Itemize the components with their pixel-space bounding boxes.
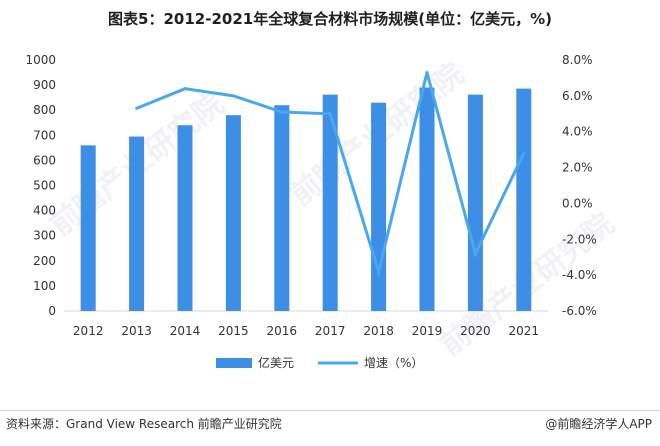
growth-point	[377, 270, 381, 274]
y-right-tick-label: 6.0%	[562, 89, 593, 103]
x-tick-label: 2012	[73, 324, 104, 338]
source-note: 资料来源：Grand View Research 前瞻产业研究院	[6, 417, 282, 431]
growth-point	[522, 151, 526, 155]
y-left-tick-label: 900	[33, 78, 56, 92]
x-tick-label: 2016	[267, 324, 298, 338]
bar	[129, 136, 145, 311]
growth-point	[280, 110, 284, 114]
x-tick-label: 2019	[412, 324, 443, 338]
legend-bar-swatch	[216, 358, 252, 368]
growth-point	[231, 94, 235, 98]
y-left-tick-label: 500	[33, 179, 56, 193]
y-right-tick-label: 0.0%	[562, 196, 593, 210]
growth-point	[425, 71, 429, 75]
y-right-tick-label: 4.0%	[562, 125, 593, 139]
x-tick-label: 2013	[121, 324, 152, 338]
growth-point	[135, 106, 139, 110]
y-left-tick-label: 600	[33, 153, 56, 167]
growth-point	[473, 252, 477, 256]
bar	[371, 102, 387, 311]
bar	[467, 94, 483, 311]
x-tick-label: 2018	[363, 324, 394, 338]
bar	[322, 94, 338, 311]
x-tick-label: 2021	[509, 324, 540, 338]
y-right-tick-label: -2.0%	[562, 232, 597, 246]
growth-point	[328, 112, 332, 116]
y-right-tick-label: -6.0%	[562, 304, 597, 318]
y-right-tick-label: 2.0%	[562, 161, 593, 175]
y-left-tick-label: 100	[33, 279, 56, 293]
legend-bar-label: 亿美元	[258, 355, 294, 370]
bar	[177, 125, 193, 311]
bar	[274, 105, 290, 312]
y-right-tick-label: 8.0%	[562, 53, 593, 67]
bar	[516, 88, 532, 311]
x-tick-label: 2017	[315, 324, 346, 338]
growth-point	[183, 87, 187, 91]
y-left-tick-label: 400	[33, 204, 56, 218]
bar	[225, 115, 241, 311]
y-left-tick-label: 800	[33, 103, 56, 117]
credit-note: @前瞻经济学人APP	[545, 417, 652, 431]
x-tick-label: 2015	[218, 324, 249, 338]
y-left-tick-label: 0	[48, 304, 56, 318]
y-left-tick-label: 700	[33, 128, 56, 142]
bar	[419, 87, 435, 311]
legend-line-label: 增速（%）	[364, 356, 423, 370]
y-right-tick-label: -4.0%	[562, 268, 597, 282]
x-tick-label: 2020	[460, 324, 491, 338]
y-left-tick-label: 200	[33, 254, 56, 268]
y-left-tick-label: 300	[33, 229, 56, 243]
chart-title: 图表5：2012-2021年全球复合材料市场规模(单位：亿美元，%)	[108, 10, 552, 28]
x-tick-label: 2014	[170, 324, 201, 338]
bar	[80, 145, 96, 311]
footer-divider	[0, 410, 660, 411]
y-left-tick-label: 1000	[25, 53, 56, 67]
